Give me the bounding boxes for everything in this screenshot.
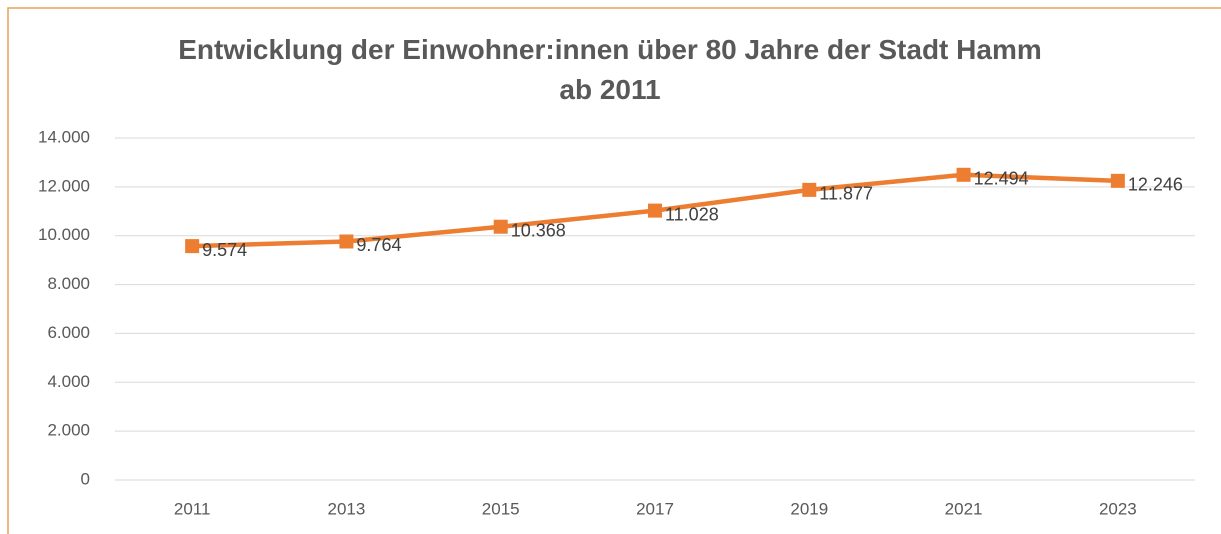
marker bbox=[339, 234, 354, 249]
data-label: 9.574 bbox=[202, 240, 247, 260]
marker bbox=[1110, 173, 1125, 188]
marker bbox=[185, 239, 200, 254]
data-label: 9.764 bbox=[356, 235, 401, 255]
x-tick-label: 2015 bbox=[482, 499, 520, 518]
x-tick-label: 2017 bbox=[636, 499, 674, 518]
x-tick-label: 2011 bbox=[174, 499, 211, 518]
y-tick-label: 10.000 bbox=[38, 225, 90, 244]
y-tick-label: 2.000 bbox=[47, 421, 90, 440]
data-label: 12.246 bbox=[1128, 175, 1183, 195]
marker bbox=[956, 167, 971, 182]
marker bbox=[648, 203, 662, 218]
data-label: 11.877 bbox=[819, 184, 873, 204]
frame bbox=[7, 7, 1221, 534]
marker bbox=[493, 219, 508, 234]
y-tick-label: 14.000 bbox=[38, 127, 90, 146]
x-tick-label: 2019 bbox=[790, 499, 828, 518]
x-tick-label: 2023 bbox=[1099, 499, 1137, 518]
y-tick-label: 8.000 bbox=[47, 274, 90, 293]
data-label: 12.494 bbox=[974, 169, 1029, 189]
chart-title: Entwicklung der Einwohner:innen über 80 … bbox=[178, 34, 1042, 105]
marker bbox=[802, 182, 817, 197]
data-label: 10.368 bbox=[511, 220, 566, 240]
x-tick-label: 2021 bbox=[945, 499, 983, 518]
y-tick-label: 12.000 bbox=[38, 176, 90, 195]
y-tick-label: 6.000 bbox=[47, 323, 90, 342]
x-tick-label: 2013 bbox=[328, 499, 366, 518]
data-label: 11.028 bbox=[665, 204, 719, 224]
y-tick-label: 0 bbox=[81, 469, 90, 488]
y-tick-label: 4.000 bbox=[47, 372, 90, 391]
